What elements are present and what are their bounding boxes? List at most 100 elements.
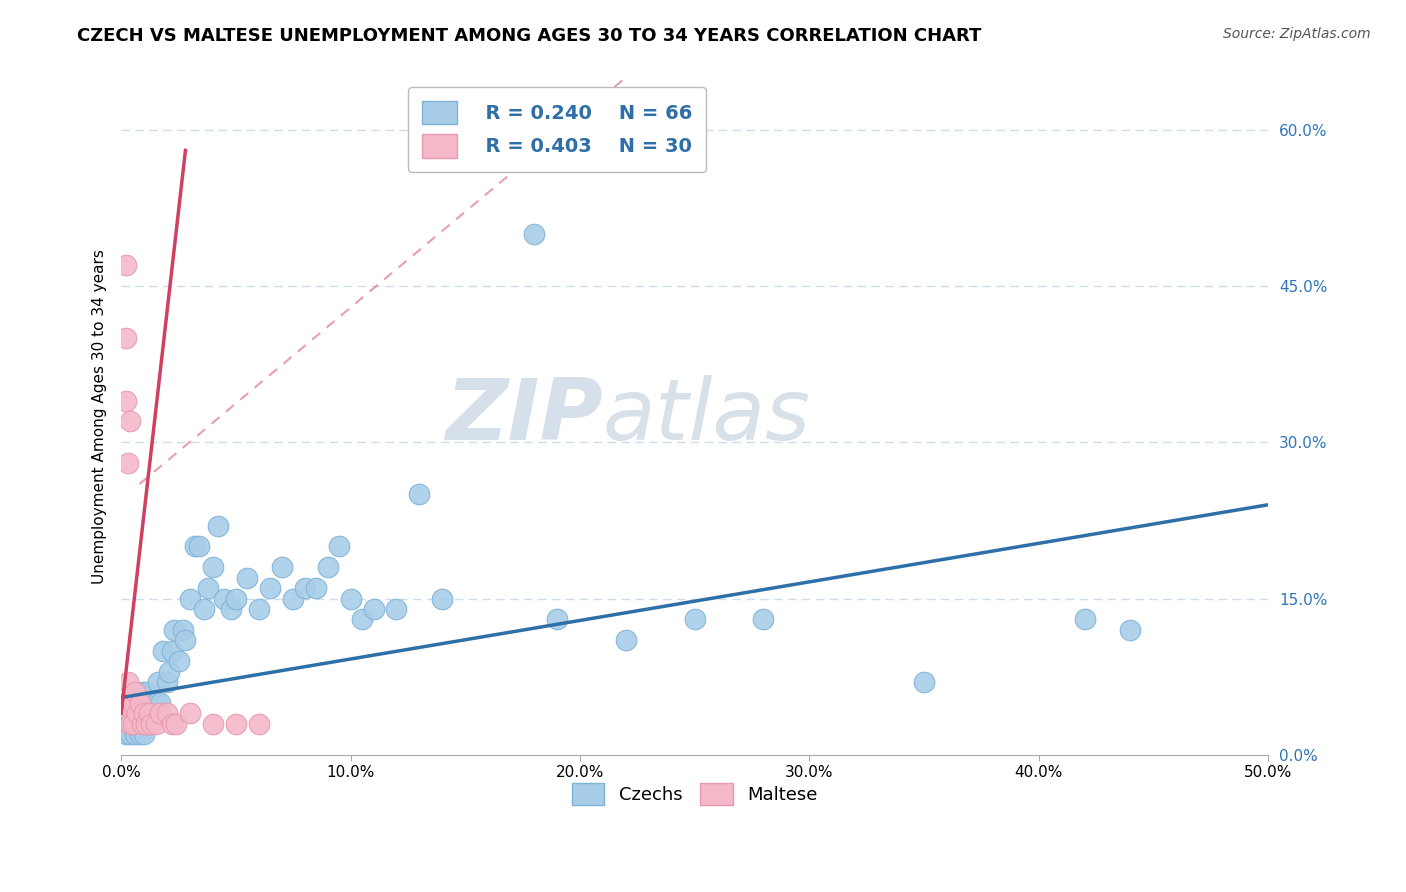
Point [121,716,143,731]
Point [188,540,211,554]
Point [221,602,243,616]
Y-axis label: Unemployment Among Ages 30 to 34 years: Unemployment Among Ages 30 to 34 years [93,249,107,583]
Point [139,716,162,731]
Point [134,696,156,710]
Point [127,706,149,721]
Point [146,675,169,690]
Point [156,675,179,690]
Point [131,716,153,731]
Point [145,696,167,710]
Text: CZECH VS MALTESE UNEMPLOYMENT AMONG AGES 30 TO 34 YEARS CORRELATION CHART: CZECH VS MALTESE UNEMPLOYMENT AMONG AGES… [77,27,981,45]
Point [546,612,568,626]
Point [328,540,350,554]
Point [128,727,150,741]
Point [135,716,157,731]
Point [120,727,142,741]
Point [174,633,197,648]
Point [163,623,186,637]
Point [149,696,172,710]
Point [408,487,430,501]
Point [135,685,157,699]
Point [124,685,146,699]
Point [120,696,142,710]
Point [114,727,136,741]
Point [157,665,180,679]
Legend: Czechs, Maltese: Czechs, Maltese [562,773,827,814]
Point [179,706,201,721]
Point [294,581,316,595]
Point [352,612,374,626]
Point [1073,612,1095,626]
Point [339,591,361,606]
Point [236,571,259,585]
Point [160,643,183,657]
Text: ZIP: ZIP [446,375,603,458]
Point [225,591,247,606]
Point [121,716,143,731]
Point [259,581,281,595]
Point [139,696,162,710]
Point [117,675,139,690]
Point [247,716,270,731]
Point [128,696,150,710]
Point [207,518,229,533]
Point [128,696,150,710]
Point [167,654,190,668]
Point [1119,623,1142,637]
Point [131,716,153,731]
Point [127,716,149,731]
Point [121,706,143,721]
Point [117,456,139,470]
Point [193,602,215,616]
Point [117,716,139,731]
Point [523,227,546,241]
Point [152,643,174,657]
Point [172,623,194,637]
Point [117,706,139,721]
Point [127,706,149,721]
Point [214,591,236,606]
Text: atlas: atlas [603,375,811,458]
Point [363,602,385,616]
Point [121,696,143,710]
Point [270,560,292,574]
Point [134,706,156,721]
Point [912,675,935,690]
Point [225,716,247,731]
Point [131,685,153,699]
Point [135,716,157,731]
Point [145,716,167,731]
Point [120,716,142,731]
Point [138,706,160,721]
Point [165,716,187,731]
Point [120,706,142,721]
Point [114,258,136,272]
Point [124,727,146,741]
Point [160,716,183,731]
Point [201,560,224,574]
Point [138,706,160,721]
Point [112,696,135,710]
Point [316,560,339,574]
Point [197,581,219,595]
Point [149,706,172,721]
Point [179,591,201,606]
Point [120,414,142,428]
Point [305,581,328,595]
Point [156,706,179,721]
Point [614,633,637,648]
Point [114,331,136,345]
Point [114,393,136,408]
Point [110,706,132,721]
Point [134,727,156,741]
Point [142,706,165,721]
Point [385,602,408,616]
Point [124,696,146,710]
Point [432,591,454,606]
Point [201,716,224,731]
Point [283,591,305,606]
Point [117,706,139,721]
Point [683,612,706,626]
Text: Source: ZipAtlas.com: Source: ZipAtlas.com [1223,27,1371,41]
Point [752,612,775,626]
